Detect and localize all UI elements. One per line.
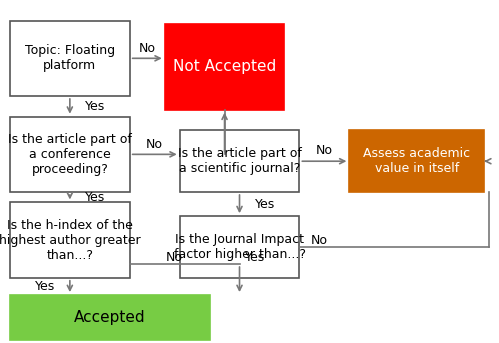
Text: No: No bbox=[139, 42, 156, 55]
FancyBboxPatch shape bbox=[349, 130, 484, 192]
Text: No: No bbox=[166, 251, 183, 264]
Text: Yes: Yes bbox=[85, 191, 105, 204]
Text: No: No bbox=[311, 234, 328, 247]
FancyBboxPatch shape bbox=[180, 216, 299, 278]
Text: Is the h-index of the
highest author greater
than...?: Is the h-index of the highest author gre… bbox=[0, 218, 141, 262]
Text: Yes: Yes bbox=[254, 198, 275, 211]
Text: Yes: Yes bbox=[245, 251, 265, 264]
FancyBboxPatch shape bbox=[10, 117, 130, 192]
Text: Is the article part of
a scientific journal?: Is the article part of a scientific jour… bbox=[178, 147, 301, 175]
FancyBboxPatch shape bbox=[180, 130, 299, 192]
FancyBboxPatch shape bbox=[10, 295, 210, 340]
Text: Not Accepted: Not Accepted bbox=[173, 59, 276, 74]
Text: Topic: Floating
platform: Topic: Floating platform bbox=[25, 44, 115, 72]
FancyBboxPatch shape bbox=[10, 21, 130, 96]
FancyBboxPatch shape bbox=[10, 202, 130, 278]
Text: Yes: Yes bbox=[85, 100, 105, 113]
Text: Is the Journal Impact
factor higher than...?: Is the Journal Impact factor higher than… bbox=[174, 233, 305, 261]
Text: Yes: Yes bbox=[34, 280, 55, 293]
FancyBboxPatch shape bbox=[165, 24, 284, 110]
Text: No: No bbox=[146, 138, 163, 151]
Text: Assess academic
value in itself: Assess academic value in itself bbox=[363, 147, 470, 175]
Text: Is the article part of
a conference
proceeding?: Is the article part of a conference proc… bbox=[8, 133, 132, 176]
Text: No: No bbox=[316, 144, 333, 157]
Text: Accepted: Accepted bbox=[74, 310, 146, 325]
